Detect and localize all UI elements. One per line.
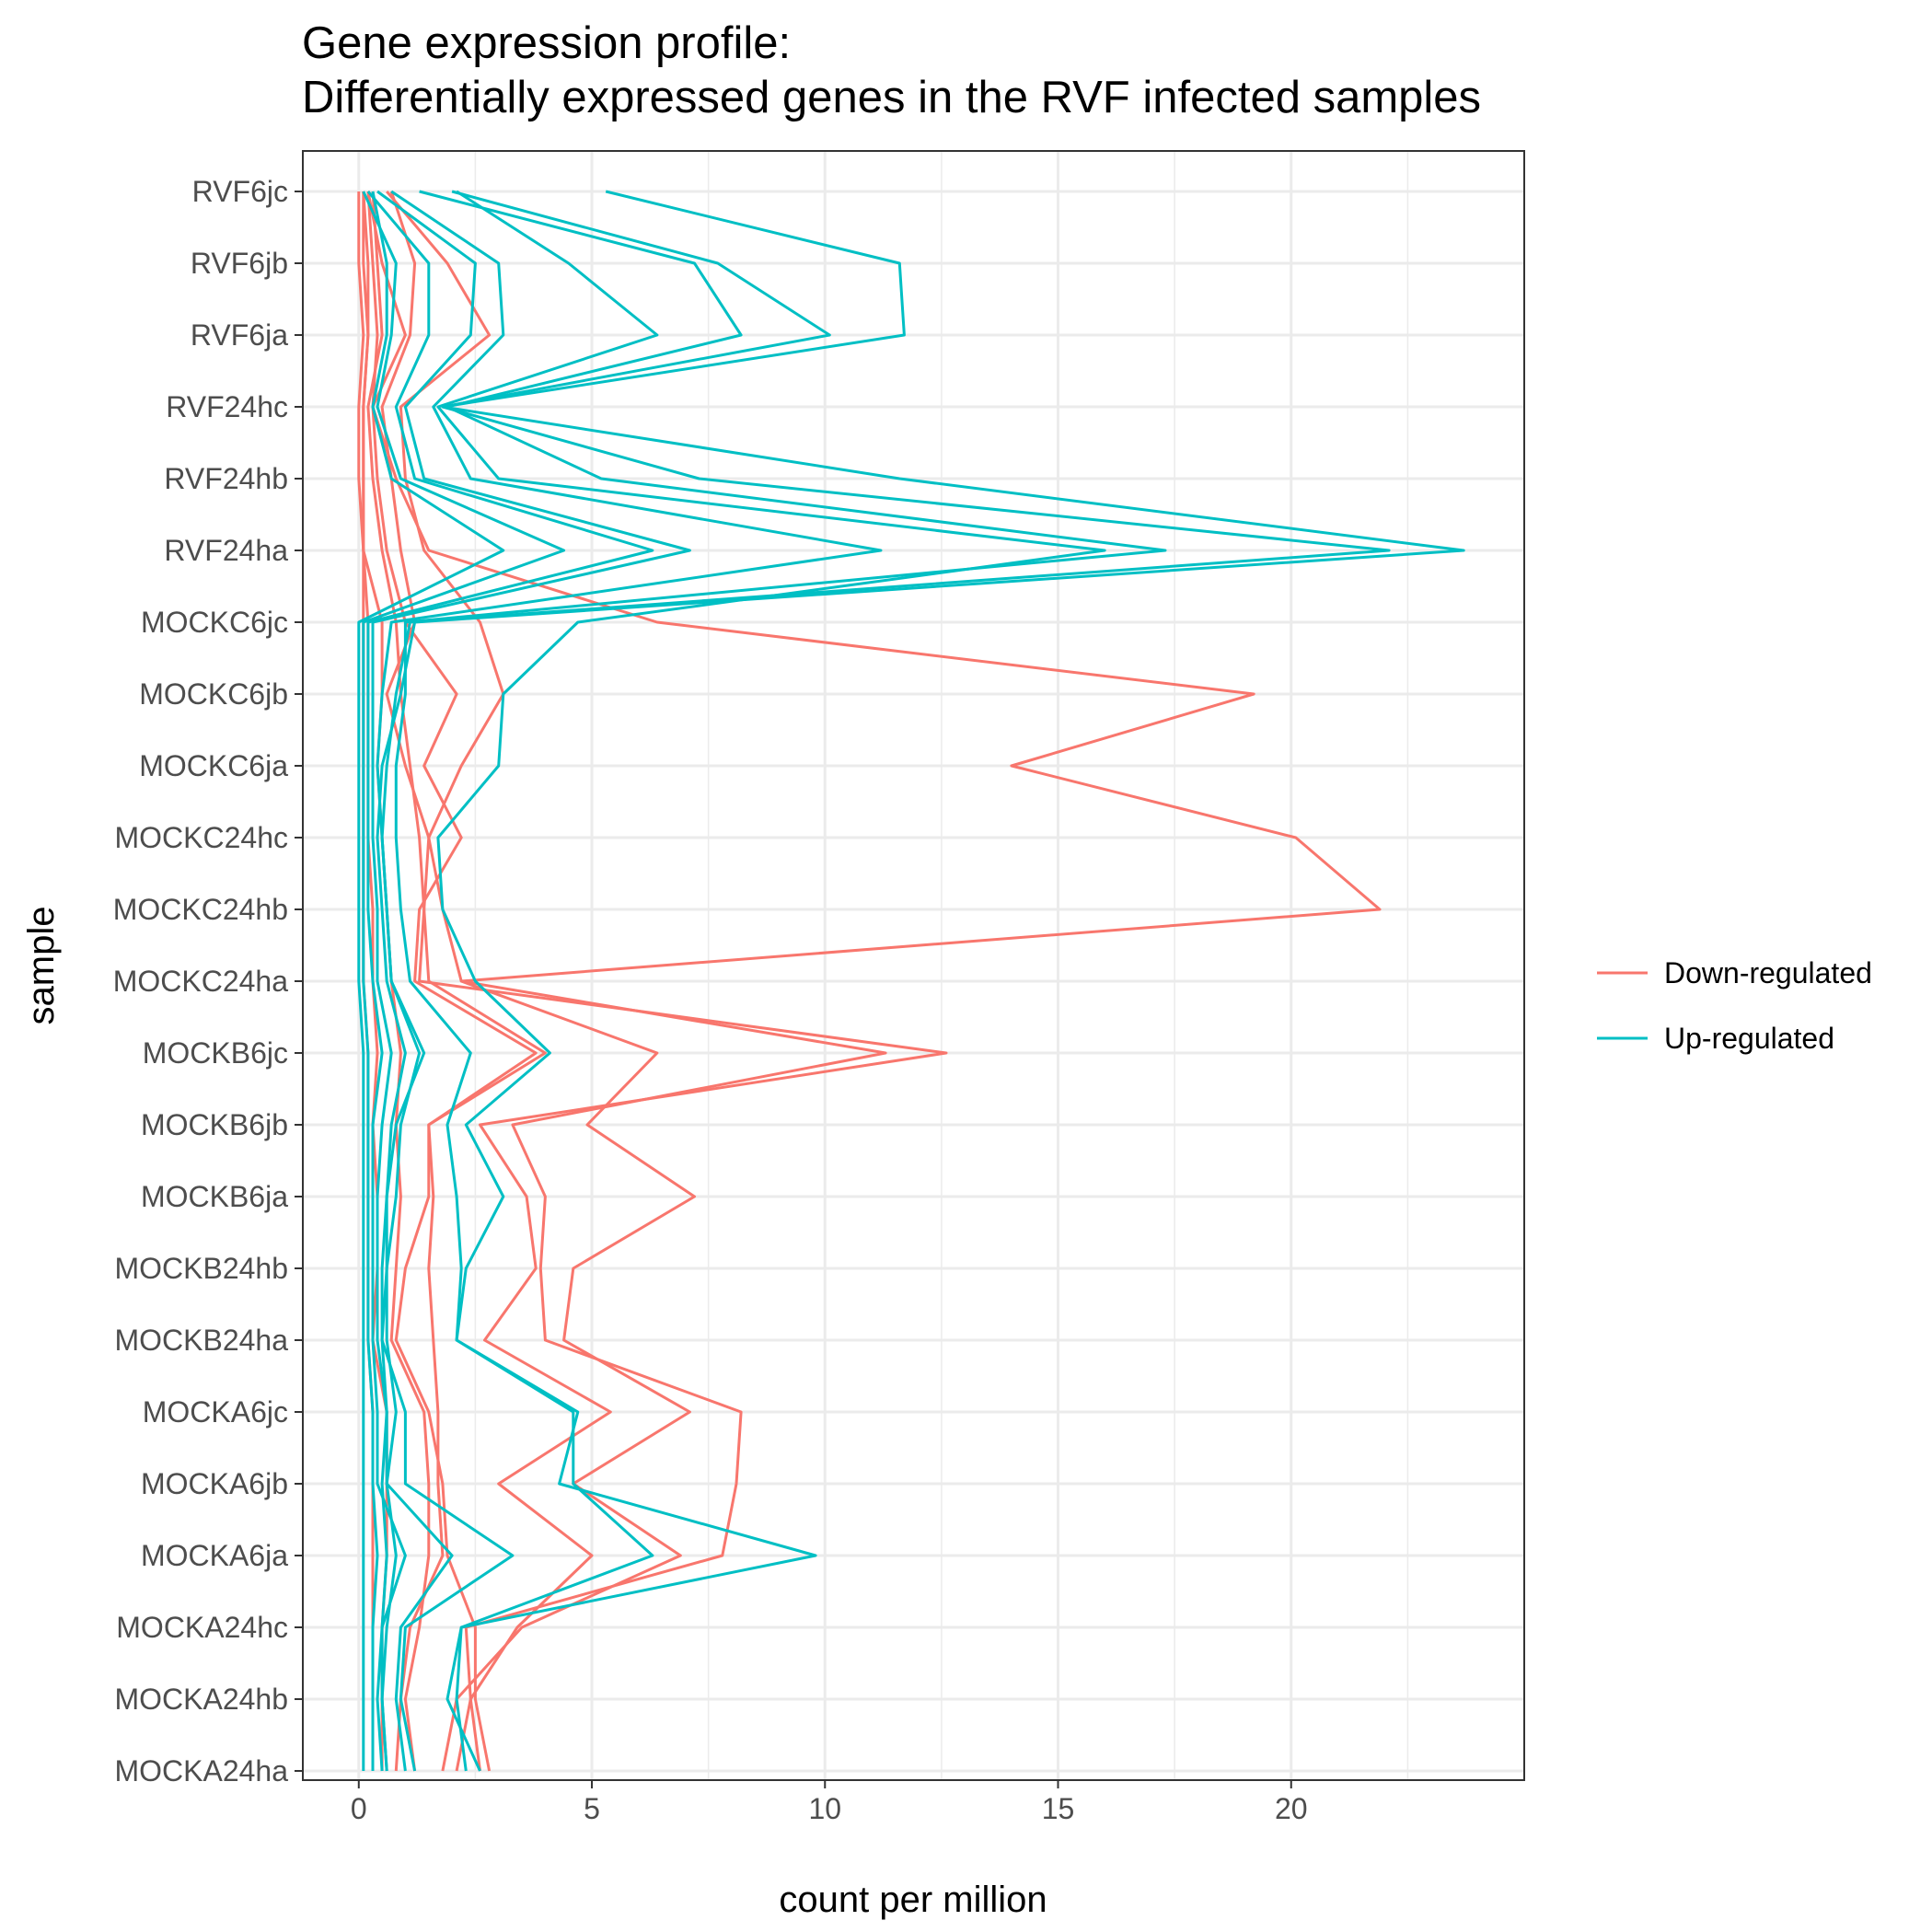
y-tick-label: MOCKB24ha [114, 1324, 288, 1357]
y-tick-label: MOCKB24hb [114, 1252, 288, 1285]
y-tick-label: RVF6jc [192, 175, 288, 208]
legend: Down-regulated Up-regulated [1597, 956, 1872, 1055]
y-tick-label: RVF24ha [164, 534, 288, 567]
down-regulated-gene-line [366, 191, 1382, 1772]
x-axis: 0 5 10 15 20 [351, 1780, 1308, 1825]
y-tick-label: RVF6ja [191, 318, 288, 352]
x-axis-title: count per million [779, 1880, 1047, 1920]
x-tick-label: 5 [584, 1792, 600, 1825]
x-tick-label: 20 [1275, 1792, 1308, 1825]
grid-layer [303, 151, 1524, 1780]
down-regulated-gene-line [366, 191, 948, 1772]
chart-title-line-2: Differentially expressed genes in the RV… [302, 73, 1481, 122]
x-tick-label: 10 [808, 1792, 841, 1825]
legend-label: Up-regulated [1664, 1022, 1834, 1055]
up-regulated-gene-line [376, 190, 1465, 1772]
x-tick-label: 0 [351, 1792, 367, 1825]
up-regulated-gene-line [371, 190, 691, 1772]
y-tick-label: MOCKA6jb [141, 1467, 288, 1500]
y-tick-label: MOCKC6ja [139, 749, 288, 782]
legend-label: Down-regulated [1664, 956, 1872, 989]
up-regulated-gene-line [376, 190, 883, 1772]
y-tick-label: MOCKA6jc [143, 1395, 288, 1429]
up-regulated-gene-line [366, 191, 654, 1772]
y-tick-label: RVF6jb [191, 247, 288, 280]
up-regulated-gene-line [394, 190, 1167, 1772]
x-tick-label: 15 [1042, 1792, 1075, 1825]
series-layer [357, 190, 1465, 1772]
y-tick-label: MOCKC6jc [141, 606, 288, 639]
y-tick-label: MOCKA24hb [114, 1683, 288, 1716]
y-tick-label: MOCKC24hc [115, 821, 289, 854]
y-axis-title: sample [21, 907, 62, 1025]
up-regulated-gene-line [362, 191, 566, 1771]
y-tick-label: MOCKA24ha [114, 1754, 288, 1787]
up-regulated-gene-line [357, 191, 505, 1771]
chart-title-line-1: Gene expression profile: [302, 18, 791, 68]
y-tick-label: MOCKB6ja [141, 1180, 288, 1213]
y-axis: RVF6jc RVF6jb RVF6ja RVF24hc RVF24hb RVF24ha M… [113, 175, 303, 1787]
y-tick-label: MOCKB6jb [141, 1108, 288, 1141]
y-tick-label: RVF24hc [166, 390, 288, 423]
y-tick-label: MOCKA24hc [116, 1611, 288, 1644]
y-tick-label: MOCKC24hb [113, 893, 288, 926]
plot-panel [303, 151, 1524, 1780]
y-tick-label: MOCKC24ha [113, 965, 289, 998]
y-tick-label: MOCKA6ja [141, 1539, 288, 1572]
y-tick-label: MOCKB6jc [143, 1036, 288, 1070]
y-tick-label: RVF24hb [164, 462, 288, 495]
plot-panel-border [302, 150, 1525, 1781]
up-regulated-gene-line [436, 190, 1106, 1772]
y-tick-label: MOCKC6jb [139, 677, 288, 711]
